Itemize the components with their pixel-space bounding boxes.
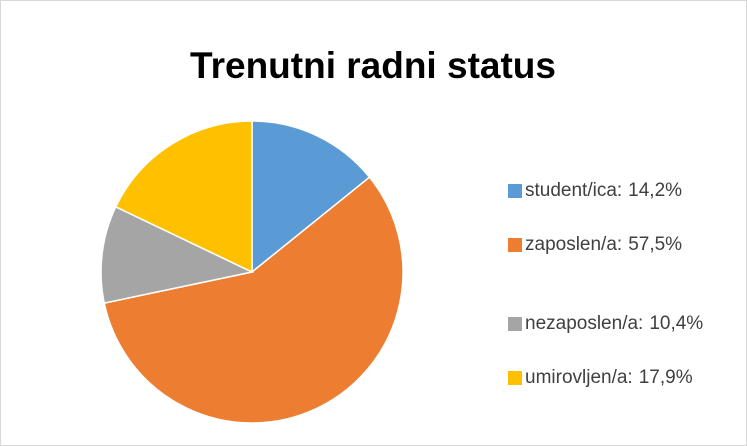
- pie-slice: [103, 176, 404, 424]
- legend-label: nezaposlen/a: 10,4%: [525, 313, 703, 334]
- legend-label: umirovljen/a: 17,9%: [525, 367, 693, 388]
- legend-value: 57,5%: [628, 234, 682, 255]
- pie-slice: [100, 205, 255, 304]
- legend-category: nezaposlen/a:: [525, 313, 643, 334]
- chart-title: Trenutni radni status: [190, 45, 556, 86]
- pie-slice: [114, 120, 253, 274]
- legend-value: 17,9%: [639, 367, 693, 388]
- legend-label: zaposlen/a: 57,5%: [525, 234, 682, 255]
- legend-swatch: [508, 184, 522, 198]
- legend-category: student/ica:: [525, 180, 622, 201]
- legend-value: 14,2%: [628, 180, 682, 201]
- legend-category: umirovljen/a:: [525, 367, 633, 388]
- legend-category: zaposlen/a:: [525, 234, 622, 255]
- legend-swatch: [508, 371, 522, 385]
- legend-value: 10,4%: [649, 313, 703, 334]
- legend-swatch: [508, 317, 522, 331]
- legend-swatch: [508, 238, 522, 252]
- legend-label: student/ica: 14,2%: [525, 180, 682, 201]
- pie-slice: [251, 120, 371, 274]
